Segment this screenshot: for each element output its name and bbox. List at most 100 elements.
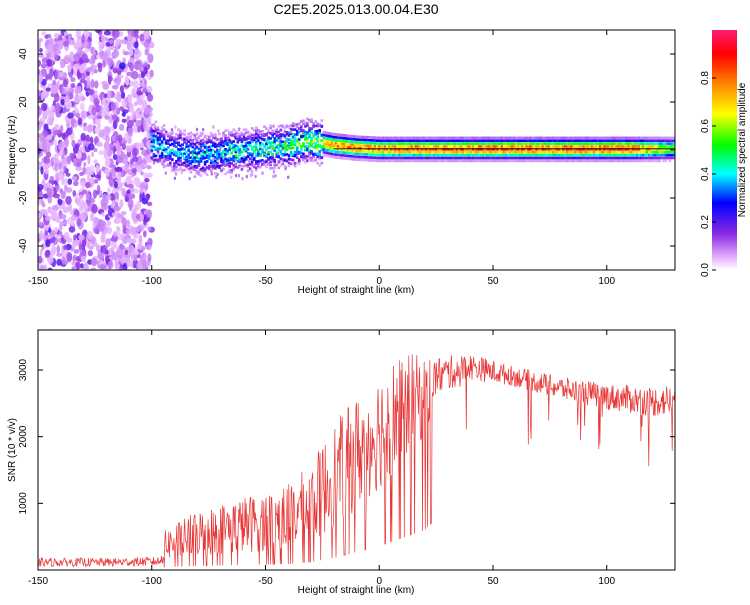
spectrogram-cell: [582, 156, 586, 160]
spectrogram-cell: [463, 145, 467, 148]
spectrogram-cell: [42, 163, 50, 170]
spectrogram-cell: [435, 139, 438, 143]
spectrogram-cell: [441, 139, 444, 143]
spectrogram-cell: [218, 149, 221, 153]
spectrogram-cell: [108, 176, 114, 187]
spectrogram-cell: [349, 154, 352, 158]
spectrogram-cell: [641, 153, 645, 157]
spectrogram-cell: [386, 153, 389, 157]
spectrogram-cell: [605, 145, 608, 148]
spectrogram-cell: [131, 88, 137, 93]
spectrogram-cell: [197, 160, 201, 163]
spectrogram-cell: [365, 144, 369, 148]
spectrogram-cell: [545, 150, 549, 154]
spectrogram-cell: [506, 145, 510, 148]
spectrogram-cell: [500, 145, 504, 148]
spectrogram-cell: [304, 154, 307, 158]
spectrogram-cell: [621, 145, 625, 148]
spectrogram-cell: [53, 129, 60, 136]
spectrogram-cell: [629, 150, 633, 154]
spectrogram-cell: [41, 102, 48, 112]
spectrogram-cell: [138, 142, 145, 149]
spectrogram-cell: [355, 149, 358, 153]
spectrogram-cell: [414, 136, 418, 140]
spectrogram-cell: [136, 109, 140, 120]
spectrogram-cell: [396, 145, 399, 148]
spectrogram-cell: [494, 142, 498, 145]
spectrogram-cell: [164, 133, 168, 136]
colorbar-tick-label: 0.6: [700, 119, 711, 133]
spectrogram-cell: [537, 142, 541, 145]
spectrogram-cell: [426, 150, 430, 154]
spectrogram-cell: [50, 246, 56, 257]
spectrogram-cell: [568, 136, 571, 140]
spectrogram-cell: [74, 94, 82, 104]
spectrogram-cell: [373, 156, 377, 160]
spectrogram-cell: [648, 139, 651, 143]
spectrogram-cell: [469, 139, 473, 143]
spectrogram-cell: [592, 150, 596, 154]
spectrogram-cell: [211, 160, 215, 164]
spectrogram-cell: [174, 125, 177, 129]
spectrogram-cell: [375, 142, 379, 145]
spectrogram-cell: [146, 172, 153, 178]
spectrogram-cell: [418, 142, 422, 145]
spectrogram-cell: [187, 164, 191, 167]
spectrogram-cell: [125, 228, 131, 235]
spectrogram-cell: [484, 159, 487, 163]
spectrogram-cell: [515, 156, 518, 160]
spectrogram-cell: [312, 135, 315, 138]
spectrogram-cell: [558, 136, 561, 140]
spectrogram-cell: [308, 158, 311, 162]
spectrogram-cell: [285, 153, 289, 156]
spectrogram-cell: [185, 160, 188, 164]
spectrogram-cell: [463, 153, 467, 157]
spectrogram-cell: [257, 150, 260, 154]
spectrogram-cell: [189, 151, 193, 154]
spectrogram-cell: [633, 145, 637, 148]
spectrogram-cell: [271, 135, 274, 139]
spectrogram-cell: [269, 167, 272, 170]
spectrogram-cell: [166, 156, 170, 159]
spectrogram-cell: [177, 148, 180, 151]
spectrogram-cell: [226, 136, 229, 140]
spectrogram-cell: [371, 139, 375, 142]
spectrogram-cell: [668, 150, 672, 154]
spectrogram-cell: [578, 153, 582, 157]
spectrogram-cell: [441, 156, 444, 160]
spectrogram-cell: [345, 134, 348, 137]
spectrogram-cell: [107, 57, 114, 67]
spectrogram-cell: [187, 140, 191, 143]
spectrogram-cell: [631, 156, 635, 160]
spectrogram-cell: [560, 142, 563, 145]
spectrogram-cell: [216, 157, 219, 160]
spectrogram-cell: [375, 156, 379, 160]
spectrogram-cell: [214, 161, 217, 165]
spectrogram-cell: [412, 136, 416, 140]
spectrogram-cell: [492, 142, 496, 145]
spectrogram-cell: [656, 156, 659, 160]
spectrogram-cell: [643, 153, 647, 157]
spectrogram-cell: [621, 142, 625, 145]
spectrogram-cell: [289, 138, 293, 141]
spectrogram-cell: [480, 145, 483, 148]
spectrogram-cell: [230, 151, 234, 155]
spectrogram-cell: [404, 142, 408, 145]
spectrogram-cell: [607, 156, 610, 160]
spectrogram-cell: [359, 135, 362, 139]
spectrogram-cell: [379, 148, 383, 151]
spectrogram-cell: [521, 159, 524, 163]
spectrogram-cell: [560, 145, 563, 148]
spectrogram-cell: [474, 159, 477, 163]
spectrogram-cell: [205, 159, 209, 163]
spectrogram-cell: [238, 158, 242, 162]
spectrogram-cell: [431, 139, 434, 143]
spectrogram-cell: [633, 156, 637, 160]
spectrogram-cell: [429, 145, 432, 148]
spectrogram-cell: [467, 142, 471, 145]
spectrogram-cell: [240, 140, 244, 143]
spectrogram-cell: [486, 139, 489, 143]
spectrogram-cell: [283, 134, 287, 138]
spectrogram-cell: [566, 156, 569, 160]
